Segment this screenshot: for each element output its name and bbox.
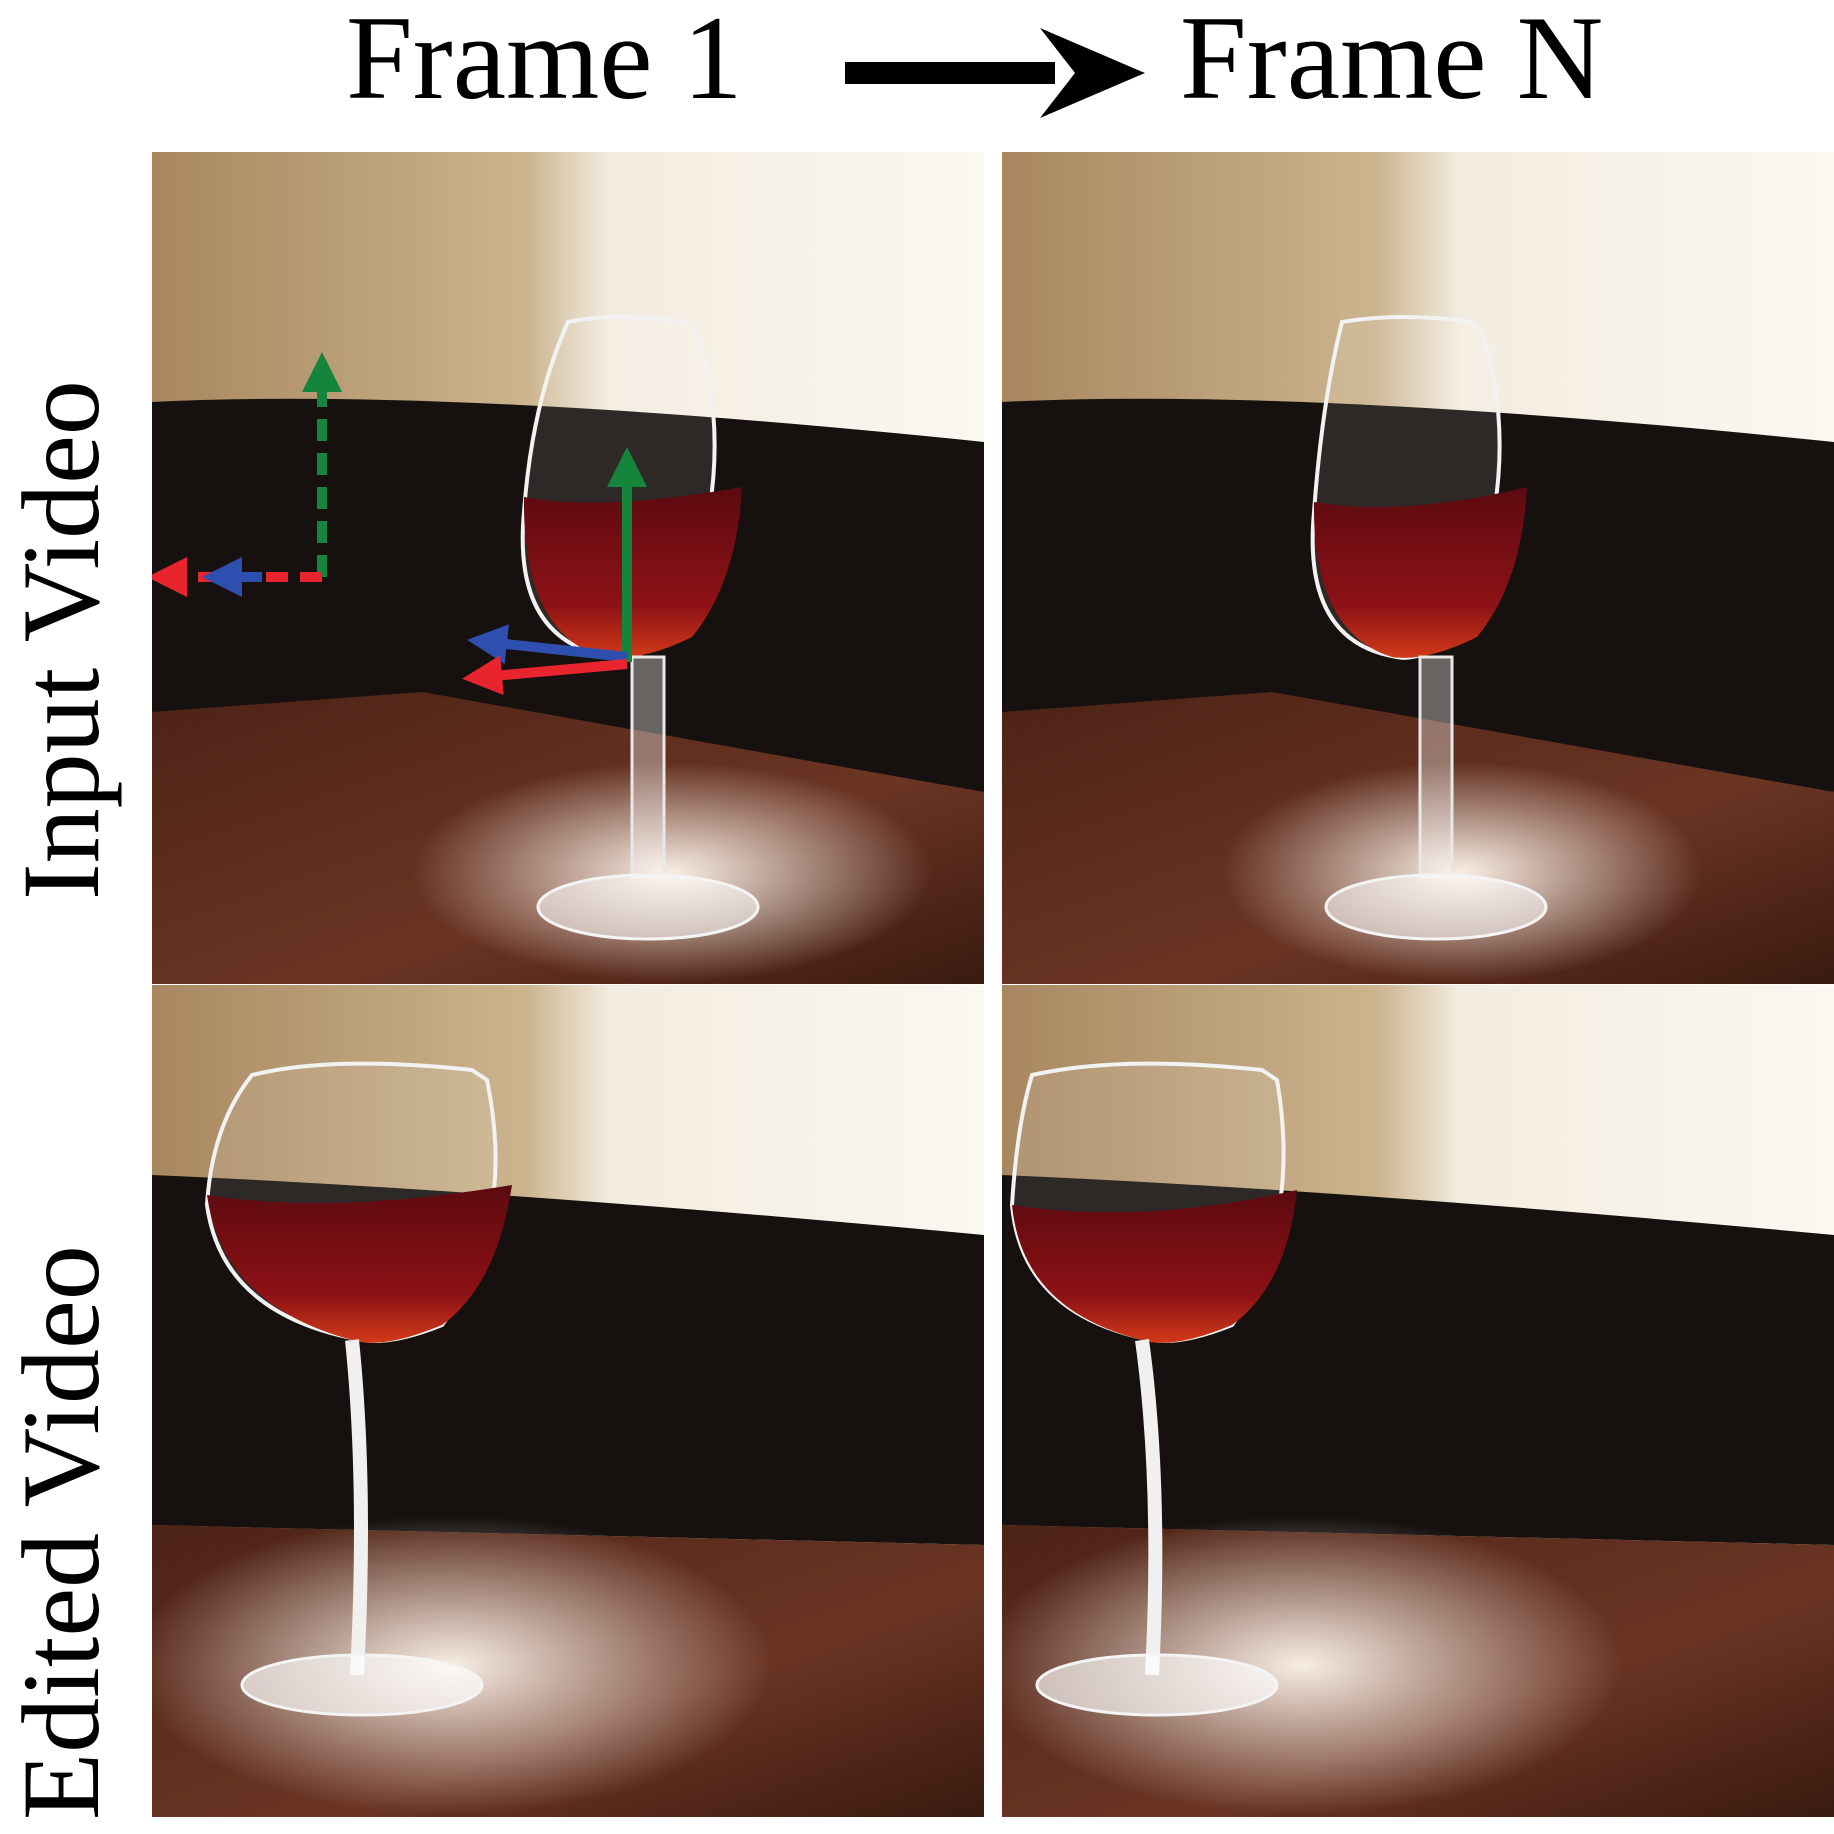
edited-video-frame-n — [1002, 985, 1834, 1817]
input-video-frame-n — [1002, 152, 1834, 984]
camera-axes-dashed — [152, 352, 342, 597]
header-frame-1: Frame 1 — [346, 0, 743, 124]
wine-glass — [520, 315, 760, 941]
row-label-input-video: Input Video — [0, 380, 122, 900]
wine-glass — [1009, 1061, 1297, 1717]
row-label-edited-video: Edited Video — [0, 1245, 122, 1820]
header-frame-n: Frame N — [1180, 0, 1604, 124]
wine-glass — [1310, 315, 1548, 941]
right-arrow-icon — [845, 28, 1145, 118]
object-axes-solid — [462, 447, 647, 696]
edited-video-frame-1 — [152, 985, 984, 1817]
input-video-frame-1 — [152, 152, 984, 984]
wine-glass — [204, 1061, 512, 1717]
